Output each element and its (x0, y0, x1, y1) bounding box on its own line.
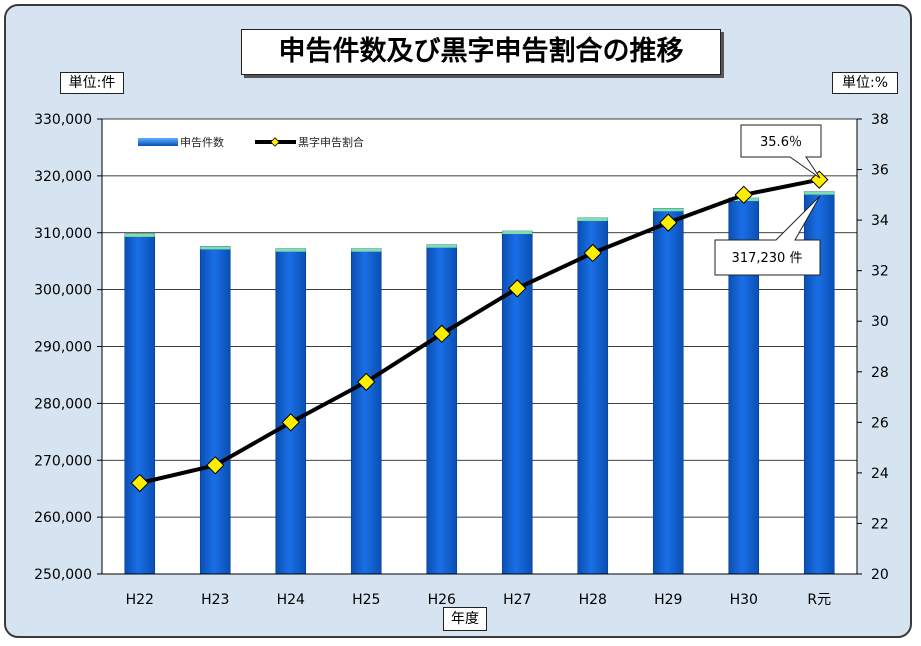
line-point (734, 185, 753, 205)
line-point (130, 473, 149, 493)
bar (577, 217, 609, 575)
legend-swatch-marker (270, 137, 280, 147)
left-tick-label: 270,000 (34, 453, 92, 469)
bar (426, 244, 458, 575)
x-axis-title: 年度 (443, 607, 487, 631)
left-tick-label: 250,000 (34, 567, 92, 583)
left-tick-label: 280,000 (34, 396, 92, 412)
legend: 申告件数 黒字申告割合 (138, 135, 364, 149)
right-axis-unit: 単位:% (832, 72, 898, 94)
right-tick-label: 20 (871, 567, 889, 583)
bar-top-highlight (200, 246, 231, 250)
left-tick-label: 330,000 (34, 112, 92, 128)
legend-label-bar: 申告件数 (180, 136, 224, 149)
right-tick-label: 24 (871, 466, 889, 482)
left-tick-label: 260,000 (34, 510, 92, 526)
line-point (583, 243, 602, 263)
legend-swatch-bar (138, 138, 178, 146)
x-tick-label: H26 (428, 592, 456, 608)
right-tick-label: 22 (871, 516, 889, 532)
series-line (139, 177, 820, 485)
bar-top-highlight (351, 248, 382, 252)
callout-percent: 35.6％ (740, 124, 822, 179)
x-tick-label: H29 (654, 592, 682, 608)
x-tick-label: R元 (807, 592, 831, 608)
bar (652, 207, 684, 575)
x-tick-label: H24 (277, 592, 305, 608)
callout-count-text: 317,230 件 (732, 251, 803, 266)
callout-percent-text: 35.6％ (760, 135, 802, 150)
legend-label-line: 黒字申告割合 (298, 135, 364, 149)
line-point (508, 279, 527, 298)
right-tick-label: 34 (871, 213, 889, 229)
bar-top-highlight (502, 231, 533, 235)
x-tick-label: H23 (201, 592, 229, 608)
right-tick-label: 36 (871, 163, 889, 179)
bar-top-highlight (804, 191, 835, 195)
bar-top-highlight (653, 208, 684, 212)
callout-count: 317,230 件 (714, 195, 821, 276)
x-tick-label: H30 (730, 592, 758, 608)
x-tick-label: H27 (503, 592, 531, 608)
left-tick-label: 300,000 (34, 283, 92, 299)
line-point (281, 413, 300, 432)
left-tick-label: 310,000 (34, 226, 92, 242)
right-tick-label: 26 (871, 415, 889, 431)
bar-top-highlight (426, 244, 457, 248)
line-point (206, 456, 225, 475)
x-tick-label: H22 (126, 592, 154, 608)
right-tick-label: 28 (871, 365, 889, 381)
bar-top-highlight (275, 248, 306, 252)
bar-top-highlight (124, 233, 155, 237)
right-tick-label: 32 (871, 264, 889, 280)
bar-top-highlight (577, 217, 608, 221)
bar (124, 233, 156, 575)
line-point (659, 213, 678, 232)
bar (350, 248, 382, 575)
x-tick-label: H25 (352, 592, 380, 608)
chart-title: 申告件数及び黒字申告割合の推移 (241, 29, 721, 75)
left-tick-label: 320,000 (34, 169, 92, 185)
bar (199, 246, 231, 575)
line-point (432, 324, 451, 344)
right-tick-label: 38 (871, 112, 889, 128)
left-tick-label: 290,000 (34, 340, 92, 356)
x-tick-label: H28 (579, 592, 607, 608)
right-tick-label: 30 (871, 314, 889, 330)
bar (275, 248, 307, 575)
left-axis-unit: 単位:件 (60, 72, 124, 94)
line-point (357, 372, 376, 392)
line-point (810, 170, 829, 189)
